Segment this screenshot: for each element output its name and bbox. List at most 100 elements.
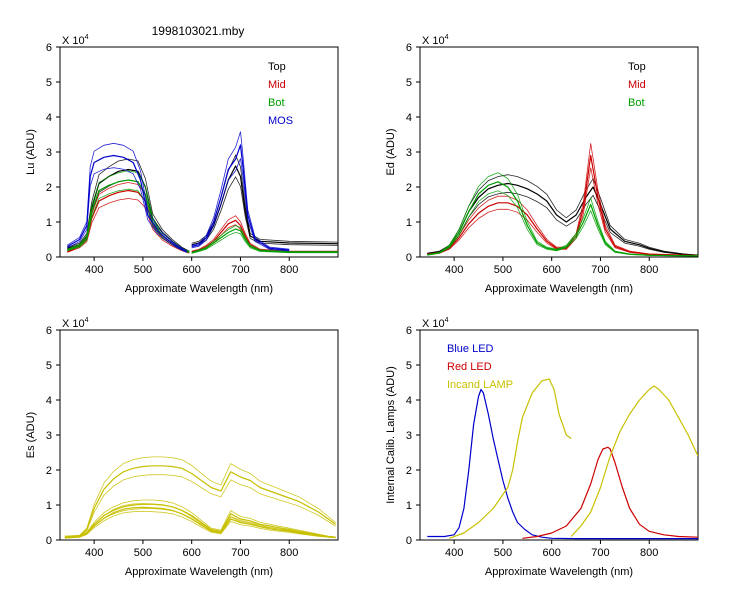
y-tick-label: 0 [406, 252, 412, 264]
plot-frame [59, 329, 339, 541]
y-tick-label: 0 [406, 535, 412, 547]
y-tick-label: 6 [46, 325, 52, 337]
series-line-es-lower [64, 506, 336, 539]
series-line-trace [64, 503, 336, 538]
x-tick-label: 600 [183, 547, 201, 559]
legend-item-top: Top [268, 61, 286, 73]
x-tick-label: 700 [591, 547, 609, 559]
legend-item-mos: MOS [268, 115, 293, 127]
figure-title: 1998103021.mby [152, 24, 245, 38]
x-tick-label: 600 [543, 547, 561, 559]
series-line-mid [427, 154, 698, 257]
y-tick-label: 1 [406, 217, 412, 229]
x-tick-label: 400 [445, 547, 463, 559]
x-tick-label: 800 [640, 264, 658, 276]
y-tick-label: 2 [46, 182, 52, 194]
x-tick-label: 500 [494, 264, 512, 276]
legend-item-top: Top [628, 61, 646, 73]
x-tick-label: 500 [134, 547, 152, 559]
series-group [427, 143, 698, 257]
y-axis-label: Lu (ADU) [25, 129, 37, 175]
series-line-es-middle [64, 503, 336, 538]
series-line-trace [427, 172, 698, 257]
y-tick-label: 1 [46, 500, 52, 512]
series-line-trace [67, 142, 188, 252]
y-tick-label: 3 [46, 430, 52, 442]
series-line-trace [427, 167, 698, 257]
series-line-trace [64, 499, 336, 538]
y-tick-label: 3 [406, 430, 412, 442]
series-line-trace [427, 190, 698, 257]
y-tick-label: 6 [406, 325, 412, 337]
series-group [67, 131, 338, 254]
plot-frame [59, 46, 339, 258]
x-axis-label: Approximate Wavelength (nm) [485, 566, 633, 578]
series-line-trace [191, 131, 290, 250]
x-axis-label: Approximate Wavelength (nm) [125, 283, 273, 295]
y-tick-label: 5 [46, 360, 52, 372]
series-line-bot [191, 228, 338, 254]
x-tick-label: 400 [85, 264, 103, 276]
x-tick-label: 800 [640, 547, 658, 559]
y-tick-label: 3 [46, 147, 52, 159]
series-line-incand-lamp [570, 385, 698, 537]
chart-es: 400 500 600 700 800 0 1 2 3 4 5 6 X 104 Approximate W… [25, 317, 339, 578]
y-tick-label: 3 [406, 147, 412, 159]
series-line-bot [427, 181, 698, 257]
series-line-trace [427, 174, 698, 256]
y-tick-label: 0 [46, 252, 52, 264]
chart-lu: 400 500 600 700 800 0 1 2 3 4 5 6 X 104 Approximate W… [25, 34, 339, 295]
x-axis-label: Approximate Wavelength (nm) [485, 283, 633, 295]
legend-item-bot: Bot [628, 97, 645, 109]
x-tick-label: 500 [494, 547, 512, 559]
x-tick-label: 800 [280, 547, 298, 559]
x-tick-label: 500 [134, 264, 152, 276]
y-tick-label: 6 [406, 42, 412, 54]
series-line-trace [427, 191, 698, 256]
chart-ed: 400 500 600 700 800 0 1 2 3 4 5 6 X 104 Approximate W… [385, 34, 699, 295]
x-tick-label: 700 [591, 264, 609, 276]
y-tick-label: 4 [46, 112, 52, 124]
series-group [64, 456, 336, 539]
series-group [427, 378, 698, 540]
series-line-trace [67, 167, 187, 253]
series-line-trace [67, 158, 190, 252]
y-tick-label: 4 [406, 395, 412, 407]
series-line-trace [191, 231, 338, 254]
series-line-trace [64, 474, 336, 538]
x-tick-label: 600 [183, 264, 201, 276]
series-line-trace [191, 158, 290, 252]
series-line-trace [64, 456, 336, 537]
series-line-trace [67, 198, 190, 254]
y-multiplier: X 104 [422, 317, 449, 330]
x-tick-label: 600 [543, 264, 561, 276]
y-tick-label: 5 [406, 360, 412, 372]
legend-item-mid: Mid [268, 79, 286, 91]
y-axis-label: Internal Calib. Lamps (ADU) [385, 366, 397, 504]
series-line-trace [191, 154, 338, 244]
chart-lamps: 400 500 600 700 800 0 1 2 3 4 5 6 X 104 Approximate W… [385, 317, 699, 578]
series-line-trace [191, 225, 338, 253]
series-line-mos [191, 144, 290, 251]
series-line-top [191, 165, 338, 246]
y-tick-label: 2 [406, 182, 412, 194]
series-line-trace [427, 143, 698, 256]
series-line-trace [191, 215, 338, 252]
series-line-trace [64, 510, 336, 539]
y-axis-label: Es (ADU) [25, 412, 37, 458]
legend-item-bot: Bot [268, 97, 285, 109]
x-tick-label: 700 [231, 547, 249, 559]
y-tick-label: 4 [406, 112, 412, 124]
y-tick-label: 6 [46, 42, 52, 54]
legend-item-blue-led: Blue LED [447, 343, 494, 355]
y-multiplier: X 104 [62, 34, 89, 47]
x-tick-label: 400 [445, 264, 463, 276]
x-tick-label: 700 [231, 264, 249, 276]
y-multiplier: X 104 [422, 34, 449, 47]
series-line-trace [191, 176, 338, 247]
y-multiplier: X 104 [62, 317, 89, 330]
legend-item-red-led: Red LED [447, 361, 492, 373]
legend-item-incand-lamp: Incand LAMP [447, 379, 513, 391]
series-line-red-led [522, 446, 698, 539]
